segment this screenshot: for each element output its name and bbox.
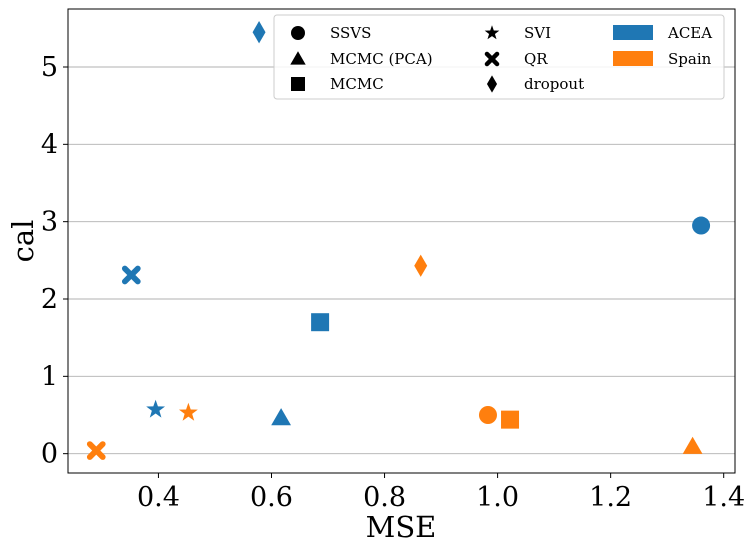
x-tick-label: 1.0 [476,482,519,513]
point-qr-spain [86,441,106,460]
legend-label: ACEA [667,24,712,42]
x-tick-label: 0.8 [363,482,406,513]
legend-swatch-spain [613,51,653,66]
point-qr-acea [121,265,141,285]
legend-label: MCMC (PCA) [330,50,433,68]
x-axis-label: MSE [366,510,437,544]
y-axis: 0 1 2 3 4 5 [41,52,68,470]
plot-frame [67,8,736,474]
y-tick-label: 3 [41,207,58,238]
grid-lines [68,66,735,455]
y-tick-label: 2 [41,284,58,315]
point-svi-acea [146,399,166,418]
legend-swatch-acea [613,25,653,40]
legend-label: SVI [524,24,551,42]
y-tick-label: 4 [41,129,58,160]
x-tick-label: 0.6 [250,482,293,513]
point-mcmc-spain [501,410,520,429]
point-dropout-acea [252,21,266,44]
legend-marker-star [484,25,500,40]
x-axis: 0.4 0.6 0.8 1.0 1.2 1.4 [137,473,745,513]
x-tick-label: 1.2 [589,482,632,513]
point-mcmc-acea [311,313,330,332]
point-svi-spain [178,402,198,421]
x-tick-label: 0.4 [137,482,180,513]
y-tick-label: 0 [41,439,58,470]
x-tick-label: 1.4 [702,482,745,513]
legend-marker-circle [291,26,305,40]
y-tick-label: 5 [41,52,58,83]
legend: SSVS MCMC (PCA) MCMC SVI QR dropout ACEA Spain [273,14,725,100]
legend-marker-diamond [486,75,498,93]
point-mcmc-pca-acea [271,408,292,426]
legend-label: QR [524,50,548,68]
legend-label: SSVS [330,24,371,42]
point-mcmc-pca-spain [682,436,703,454]
legend-label: Spain [668,50,712,68]
point-ssvs-acea [692,216,711,235]
y-axis-label: cal [6,220,40,263]
point-dropout-spain [414,254,428,277]
legend-box [273,14,725,100]
data-points [86,21,711,460]
legend-label: MCMC [330,75,384,93]
legend-label: dropout [524,75,584,93]
y-tick-label: 1 [41,361,58,392]
point-ssvs-spain [478,406,497,424]
legend-marker-x [484,51,500,67]
legend-marker-triangle [290,51,306,65]
legend-marker-square [291,77,305,91]
